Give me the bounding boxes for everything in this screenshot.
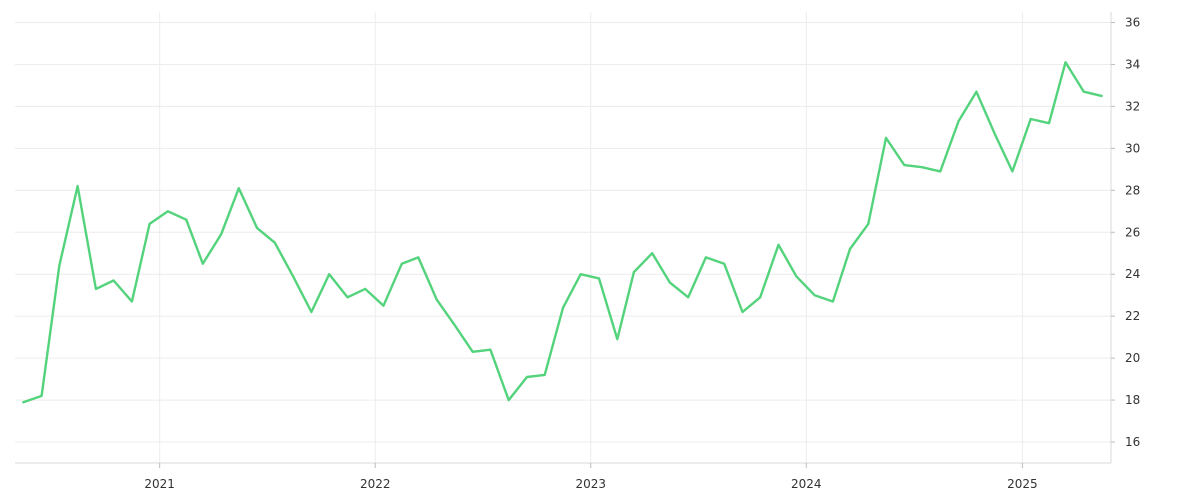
y-tick-label: 30 <box>1125 141 1140 155</box>
y-tick-label: 24 <box>1125 267 1140 281</box>
y-tick-label: 18 <box>1125 393 1140 407</box>
x-axis-ticks: 2021 2022 2023 2024 2025 <box>144 463 1038 491</box>
x-tick-label: 2022 <box>360 477 391 491</box>
y-tick-label: 36 <box>1125 15 1140 29</box>
x-tick-label: 2021 <box>144 477 175 491</box>
x-tick-label: 2025 <box>1007 477 1038 491</box>
y-axis-ticks: 16 18 20 22 24 26 28 30 32 34 36 <box>1111 15 1140 449</box>
y-tick-label: 20 <box>1125 351 1140 365</box>
y-tick-label: 32 <box>1125 99 1140 113</box>
horizontal-gridlines <box>15 21 1111 443</box>
y-tick-label: 28 <box>1125 183 1140 197</box>
y-tick-label: 34 <box>1125 57 1140 71</box>
series-layer <box>22 61 1103 404</box>
series-line-0 <box>22 61 1103 404</box>
x-tick-label: 2024 <box>791 477 822 491</box>
y-tick-label: 26 <box>1125 225 1140 239</box>
vertical-gridlines <box>159 12 1023 463</box>
y-tick-label: 16 <box>1125 435 1140 449</box>
y-tick-label: 22 <box>1125 309 1140 323</box>
x-tick-label: 2023 <box>575 477 606 491</box>
